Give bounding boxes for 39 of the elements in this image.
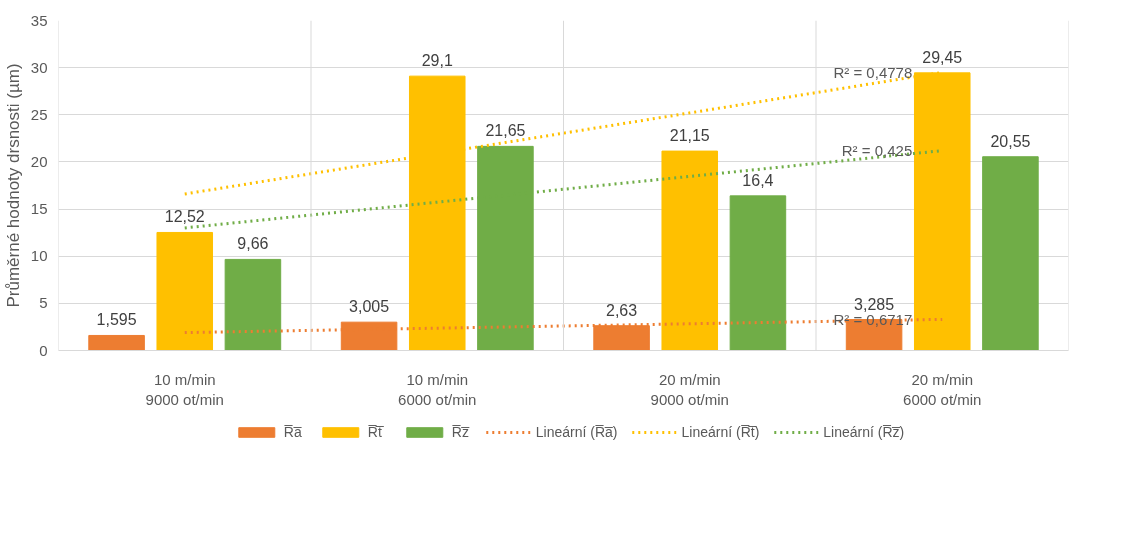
bar xyxy=(729,195,787,351)
y-tick-label: 0 xyxy=(39,341,48,359)
y-tick-label: 10 xyxy=(30,247,48,265)
data-label: 1,595 xyxy=(96,311,137,329)
y-axis-title: Průměrné hodnoty drsnosti (µm) xyxy=(3,63,23,308)
bar xyxy=(661,150,719,351)
bar xyxy=(982,156,1039,351)
data-label: 21,15 xyxy=(669,127,710,145)
data-label: 20,55 xyxy=(990,132,1031,150)
y-tick-label: 30 xyxy=(30,58,48,76)
annotation: R² = 0,4778 xyxy=(833,63,913,81)
data-label: 16,4 xyxy=(742,171,774,189)
y-tick-label: 5 xyxy=(39,294,48,312)
data-label: 12,52 xyxy=(164,208,205,226)
x-tick-label: 20 m/min 6000 ot/min xyxy=(903,370,982,408)
legend-label: Lineární (R̅a̅) xyxy=(535,424,618,440)
data-label: 3,285 xyxy=(854,295,895,313)
legend-label: R̅t̅ xyxy=(367,424,385,440)
legend-label: Lineární (R̅z̅) xyxy=(823,424,905,440)
legend-label: Lineární (R̅t̅) xyxy=(681,424,760,440)
legend-label: R̅z̅ xyxy=(451,424,471,440)
y-tick-label: 25 xyxy=(30,105,48,123)
data-label: 29,45 xyxy=(922,48,963,66)
x-tick-label: 20 m/min 9000 ot/min xyxy=(650,370,729,408)
bar xyxy=(224,258,282,351)
data-label: 21,65 xyxy=(485,122,526,140)
legend-label: R̅a̅ xyxy=(283,424,303,440)
y-tick-label: 20 xyxy=(30,152,48,170)
data-label: 3,005 xyxy=(349,298,390,316)
x-tick-label: 10 m/min 9000 ot/min xyxy=(145,370,224,408)
y-tick-label: 35 xyxy=(30,11,48,29)
x-tick-label: 10 m/min 6000 ot/min xyxy=(398,370,477,408)
data-label: 9,66 xyxy=(237,235,269,253)
bar xyxy=(156,231,214,351)
y-tick-label: 15 xyxy=(30,200,48,218)
data-label: 29,1 xyxy=(421,52,453,70)
data-label: 2,63 xyxy=(606,301,638,319)
bar xyxy=(88,334,145,351)
annotation: R² = 0,425 xyxy=(841,142,913,160)
